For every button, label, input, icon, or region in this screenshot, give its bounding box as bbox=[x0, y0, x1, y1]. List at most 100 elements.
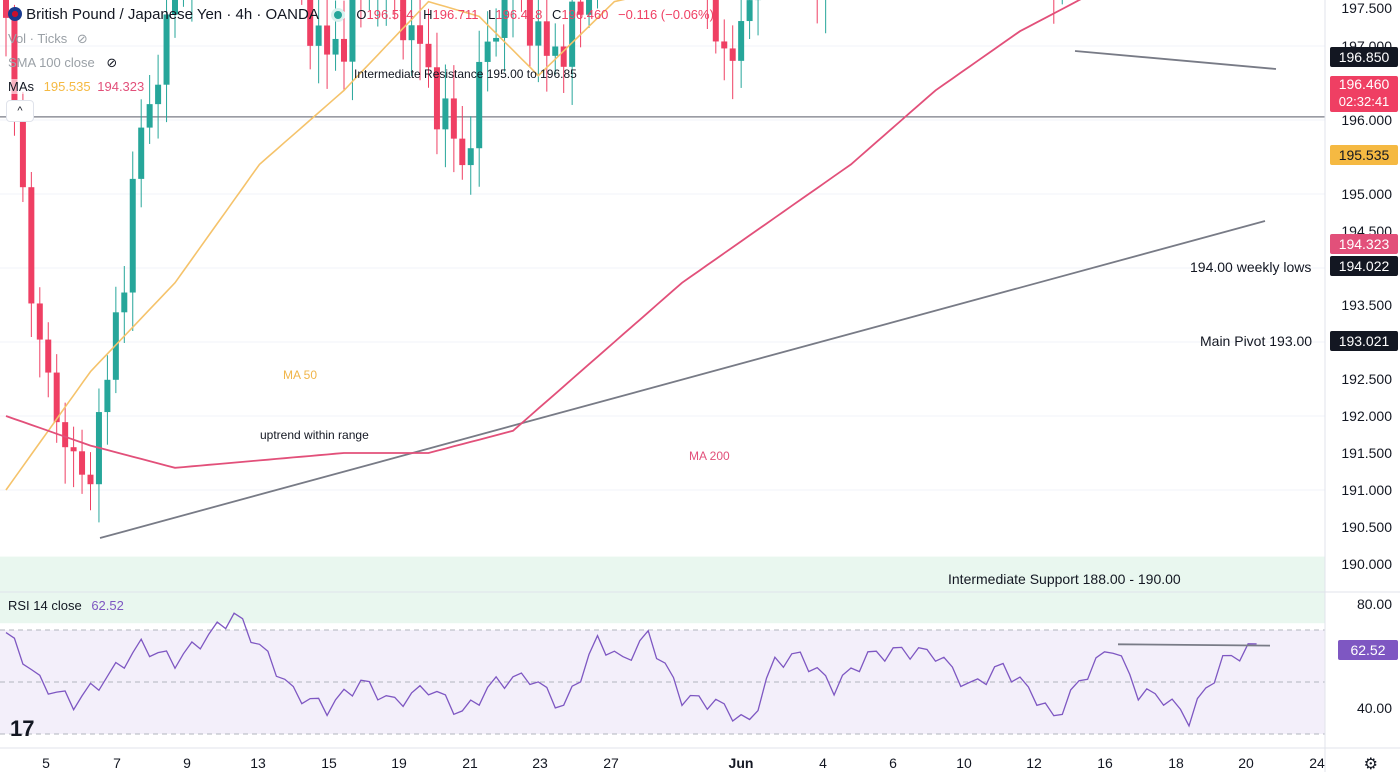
y-tick: 192.000 bbox=[1341, 408, 1392, 424]
y-tick: 196.000 bbox=[1341, 112, 1392, 128]
candle-body bbox=[71, 447, 77, 451]
candle-body bbox=[451, 98, 457, 138]
y-tick: 193.500 bbox=[1341, 297, 1392, 313]
support-zone bbox=[0, 557, 1325, 624]
volume-legend[interactable]: Vol · Ticks ⊘ bbox=[8, 31, 88, 47]
x-tick: 10 bbox=[956, 755, 972, 771]
last-price: 196.460 bbox=[1330, 76, 1398, 93]
x-tick: 21 bbox=[462, 755, 478, 771]
settings-gear-icon[interactable]: ⚙ bbox=[1364, 754, 1378, 774]
candle-body bbox=[138, 128, 144, 179]
candle-body bbox=[316, 25, 322, 45]
collapse-legend-button[interactable]: ^ bbox=[6, 100, 34, 122]
last-price-tag: 196.460 02:32:41 bbox=[1330, 76, 1398, 112]
open-value: 196.574 bbox=[366, 7, 413, 22]
candle-body bbox=[493, 38, 499, 42]
ma50-legend-value: 195.535 bbox=[44, 79, 91, 94]
descending-resistance-line bbox=[1075, 51, 1276, 69]
change-value: −0.116 (−0.06%) bbox=[618, 7, 714, 22]
close-label: C bbox=[552, 7, 561, 22]
low-value: 196.418 bbox=[495, 7, 542, 22]
flag-icon bbox=[8, 7, 22, 21]
eye-off-icon[interactable]: ⊘ bbox=[106, 55, 117, 70]
candle-body bbox=[130, 179, 136, 293]
candle-body bbox=[485, 42, 491, 62]
market-status-dot bbox=[334, 11, 342, 19]
rsi-legend[interactable]: RSI 14 close 62.52 bbox=[8, 598, 124, 613]
candle-body bbox=[442, 98, 448, 129]
candle-body bbox=[45, 340, 51, 373]
sma-legend[interactable]: SMA 100 close ⊘ bbox=[8, 55, 117, 71]
y-tick: 197.500 bbox=[1341, 0, 1392, 16]
rsi-legend-value: 62.52 bbox=[91, 598, 124, 613]
resistance-price-tag: 196.850 bbox=[1330, 47, 1398, 67]
x-tick: Jun bbox=[729, 755, 754, 771]
ma200-legend-value: 194.323 bbox=[97, 79, 144, 94]
volume-label: Vol · Ticks bbox=[8, 31, 67, 46]
candle-body bbox=[155, 85, 161, 104]
candle-body bbox=[88, 475, 94, 485]
x-tick: 18 bbox=[1168, 755, 1184, 771]
candle-body bbox=[333, 39, 339, 55]
candle-body bbox=[417, 25, 423, 44]
candle-body bbox=[62, 422, 68, 447]
candle-body bbox=[147, 104, 153, 127]
candle-body bbox=[324, 25, 330, 54]
x-tick: 6 bbox=[889, 755, 897, 771]
ma50-label: MA 50 bbox=[283, 368, 317, 382]
mas-label: MAs bbox=[8, 79, 34, 94]
x-tick: 15 bbox=[321, 755, 337, 771]
high-label: H bbox=[423, 7, 432, 22]
close-value: 196.460 bbox=[561, 7, 608, 22]
open-label: O bbox=[356, 7, 366, 22]
resistance-label: Intermediate Resistance 195.00 to 196.85 bbox=[354, 67, 577, 81]
high-value: 196.711 bbox=[433, 7, 479, 22]
candle-body bbox=[79, 451, 85, 474]
rsi-tick: 40.00 bbox=[1357, 700, 1392, 716]
weekly-low-price-tag: 194.022 bbox=[1330, 256, 1398, 276]
candle-body bbox=[747, 0, 753, 21]
candle-body bbox=[721, 41, 727, 48]
candle-body bbox=[164, 14, 170, 84]
candle-body bbox=[409, 25, 415, 40]
rsi-tick: 80.00 bbox=[1357, 596, 1392, 612]
eye-off-icon[interactable]: ⊘ bbox=[77, 31, 88, 46]
rsi-value-tag: 62.52 bbox=[1338, 640, 1398, 660]
candle-body bbox=[37, 303, 43, 339]
symbol-title[interactable]: British Pound / Japanese Yen · 4h · OAND… bbox=[26, 6, 318, 23]
x-tick: 9 bbox=[183, 755, 191, 771]
pivot-label: Main Pivot 193.00 bbox=[1200, 333, 1312, 349]
candle-body bbox=[738, 21, 744, 61]
x-tick: 19 bbox=[391, 755, 407, 771]
y-tick: 190.000 bbox=[1341, 556, 1392, 572]
candle-body bbox=[552, 46, 558, 55]
pivot-price-tag: 193.021 bbox=[1330, 331, 1398, 351]
symbol-header[interactable]: British Pound / Japanese Yen · 4h · OAND… bbox=[8, 6, 714, 23]
x-tick: 24 bbox=[1309, 755, 1325, 771]
candle-body bbox=[28, 187, 34, 303]
x-tick: 12 bbox=[1026, 755, 1042, 771]
y-tick: 190.500 bbox=[1341, 519, 1392, 535]
y-tick: 191.000 bbox=[1341, 482, 1392, 498]
ma50-price-tag: 195.535 bbox=[1330, 145, 1398, 165]
ma200-label: MA 200 bbox=[689, 449, 730, 463]
y-tick: 195.000 bbox=[1341, 186, 1392, 202]
x-tick: 27 bbox=[603, 755, 619, 771]
weekly-lows-label: 194.00 weekly lows bbox=[1190, 259, 1311, 275]
x-tick: 20 bbox=[1238, 755, 1254, 771]
candle-body bbox=[544, 21, 550, 56]
uptrend-label: uptrend within range bbox=[260, 428, 369, 442]
mas-legend[interactable]: MAs 195.535 194.323 bbox=[8, 79, 144, 94]
candle-body bbox=[730, 48, 736, 60]
candle-body bbox=[468, 148, 474, 165]
candle-body bbox=[426, 44, 432, 67]
tradingview-logo-icon[interactable]: 17 bbox=[10, 716, 34, 742]
x-tick: 5 bbox=[42, 755, 50, 771]
x-tick: 16 bbox=[1097, 755, 1113, 771]
rsi-label: RSI 14 close bbox=[8, 598, 82, 613]
candle-body bbox=[121, 293, 127, 313]
x-tick: 13 bbox=[250, 755, 266, 771]
x-tick: 7 bbox=[113, 755, 121, 771]
x-tick: 23 bbox=[532, 755, 548, 771]
